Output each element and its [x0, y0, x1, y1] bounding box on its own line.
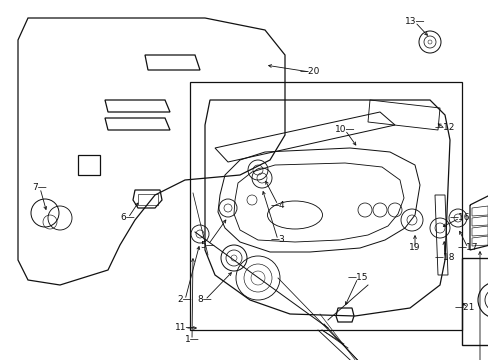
Text: 7—: 7—: [33, 184, 47, 193]
Text: 1—: 1—: [184, 336, 199, 345]
Text: —12: —12: [434, 123, 454, 132]
Text: 2—: 2—: [177, 296, 192, 305]
Text: 19: 19: [408, 243, 420, 252]
Text: —4: —4: [270, 201, 285, 210]
Text: —17: —17: [457, 243, 477, 252]
Text: 11—: 11—: [174, 324, 195, 333]
Text: 8—: 8—: [197, 296, 212, 305]
Text: —15: —15: [347, 274, 367, 283]
Text: —3: —3: [270, 235, 285, 244]
Text: 6—: 6—: [121, 213, 135, 222]
Text: 10—: 10—: [334, 126, 354, 135]
Text: —18: —18: [434, 253, 454, 262]
Text: 5—: 5—: [200, 240, 215, 249]
Text: 13—: 13—: [404, 18, 425, 27]
Text: —16: —16: [449, 213, 469, 222]
Text: —20: —20: [299, 68, 320, 77]
Text: —21: —21: [454, 303, 474, 312]
